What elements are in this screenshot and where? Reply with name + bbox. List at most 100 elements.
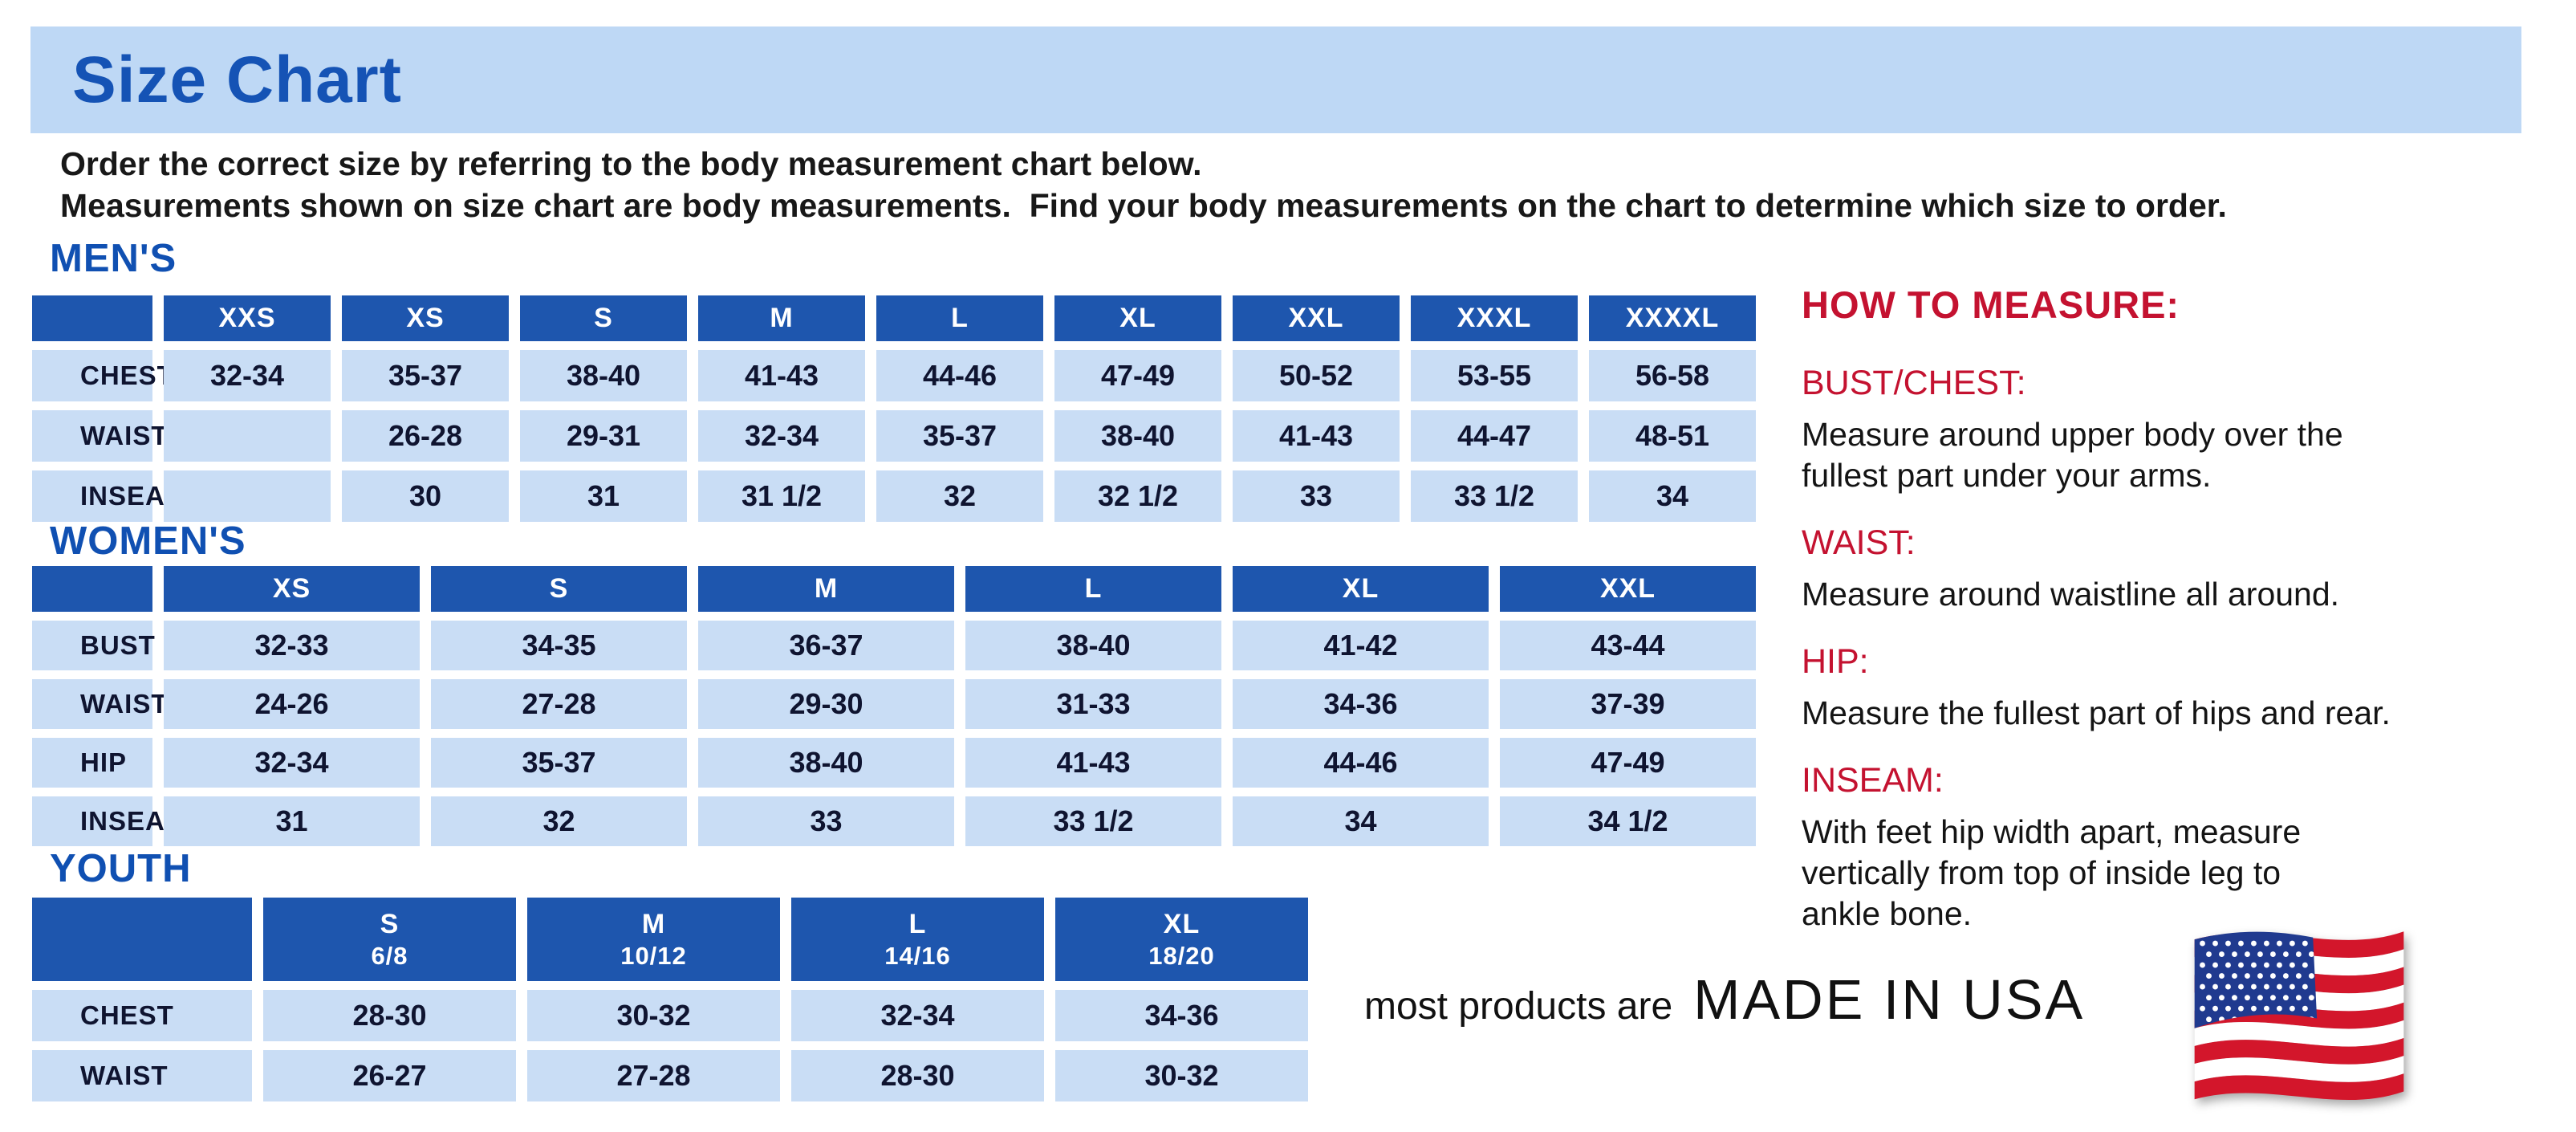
row-label: INSEAM [32,470,187,522]
size-value-cell: 31 [164,796,420,846]
size-value-cell: 35-37 [431,738,687,788]
column-size-label: XL [1163,909,1201,939]
size-value-cell: 37-39 [1500,679,1756,729]
measure-desc-bust-chest: Measure around upper body over the fulle… [1802,416,2343,494]
footer-made-in-usa-text: MADE IN USA [1693,968,2086,1031]
column-header: S 6/8 [263,898,516,981]
size-value-cell: 29-31 [520,410,687,462]
column-range-label: 14/16 [884,941,951,970]
column-header: L 14/16 [791,898,1044,981]
column-size-label: XXS [218,303,276,334]
measure-desc-hip: Measure the fullest part of hips and rea… [1802,694,2391,731]
column-size-label: M [770,303,794,334]
size-value-cell: 30-32 [527,990,780,1041]
measure-desc-inseam: With feet hip width apart, measure verti… [1802,813,2302,932]
size-value-cell: 34-36 [1055,990,1308,1041]
column-header: XS [164,566,420,612]
size-value-cell: 32-34 [164,738,420,788]
us-flag-svg [2194,931,2404,1101]
column-header: XL [1233,566,1489,612]
size-value-cell: 38-40 [698,738,954,788]
title-banner: Size Chart [30,26,2521,133]
size-value-cell: 32-33 [164,621,420,670]
column-size-label: XXXL [1457,303,1532,334]
mens-heading: MEN'S [50,237,177,280]
measure-term-hip: HIP: [1802,642,1869,681]
youth-heading: YOUTH [50,847,192,890]
size-value-cell: 38-40 [965,621,1221,670]
row-label: HIP [32,738,152,788]
row-label: CHEST [32,350,173,401]
size-value-cell: 34 [1233,796,1489,846]
size-value-cell: 35-37 [342,350,509,401]
size-value-cell: 24-26 [164,679,420,729]
size-value-cell: 34 [1589,470,1756,522]
column-header: M [698,566,954,612]
column-header: L [965,566,1221,612]
measure-term-inseam: INSEAM: [1802,761,1944,800]
size-value-cell: 35-37 [876,410,1043,462]
column-header: XL [1054,295,1221,341]
size-value-cell: 41-42 [1233,621,1489,670]
column-size-label: L [908,909,927,939]
size-value-cell: 28-30 [791,1050,1044,1101]
column-header: M [698,295,865,341]
column-size-label: S [549,573,569,605]
size-value-cell: 41-43 [965,738,1221,788]
column-size-label: XS [272,573,311,605]
size-value-cell: 47-49 [1054,350,1221,401]
column-range-label: 18/20 [1148,941,1215,970]
column-size-label: S [594,303,613,334]
table-corner-cell [32,898,252,981]
column-size-label: XXXXL [1625,303,1720,334]
size-value-cell: 26-27 [263,1050,516,1101]
column-header: XS [342,295,509,341]
column-header: S [431,566,687,612]
size-value-cell: 33 [698,796,954,846]
table-corner-cell [32,566,152,612]
column-header: XXXXL [1589,295,1756,341]
size-value-cell: 43-44 [1500,621,1756,670]
size-value-cell: 34-35 [431,621,687,670]
row-label: WAIST [32,679,168,729]
size-value-cell: 34-36 [1233,679,1489,729]
how-to-measure-section: HOW TO MEASURE: BUST/CHEST: Measure arou… [1802,283,2564,935]
size-value-cell: 31 [520,470,687,522]
size-value-cell: 27-28 [431,679,687,729]
size-value-cell: 30-32 [1055,1050,1308,1101]
size-value-cell: 32-34 [698,410,865,462]
column-header: XXL [1500,566,1756,612]
size-value-cell: 38-40 [520,350,687,401]
size-value-cell: 26-28 [342,410,509,462]
measure-term-bust-chest: BUST/CHEST: [1802,364,2026,402]
us-flag-icon [2179,911,2420,1122]
measure-term-waist: WAIST: [1802,523,1916,562]
size-value-cell: 50-52 [1233,350,1400,401]
column-range-label: 6/8 [371,941,408,970]
size-value-cell: 27-28 [527,1050,780,1101]
size-value-cell: 56-58 [1589,350,1756,401]
column-header: XXL [1233,295,1400,341]
size-value-cell: 28-30 [263,990,516,1041]
column-header: S [520,295,687,341]
size-value-cell: 34 1/2 [1500,796,1756,846]
size-value-cell: 31 1/2 [698,470,865,522]
womens-heading: WOMEN'S [50,519,246,563]
size-value-cell [164,410,331,462]
intro-text: Order the correct size by referring to t… [60,145,2227,224]
size-value-cell: 38-40 [1054,410,1221,462]
how-to-measure-heading: HOW TO MEASURE: [1802,283,2180,326]
size-value-cell: 32-34 [164,350,331,401]
row-label: INSEAM [32,796,187,846]
column-size-label: S [380,909,400,939]
column-size-label: M [641,909,666,939]
size-value-cell: 48-51 [1589,410,1756,462]
size-value-cell [164,470,331,522]
row-label: BUST [32,621,155,670]
column-size-label: XL [1342,573,1379,605]
size-value-cell: 41-43 [1233,410,1400,462]
mens-size-table: XXS XS S M L XL XXL XXXL XXXXL CHEST 32-34 35-37 38-… [32,295,1756,522]
row-label: WAIST [32,410,168,462]
size-value-cell: 32-34 [791,990,1044,1041]
column-size-label: XS [406,303,445,334]
